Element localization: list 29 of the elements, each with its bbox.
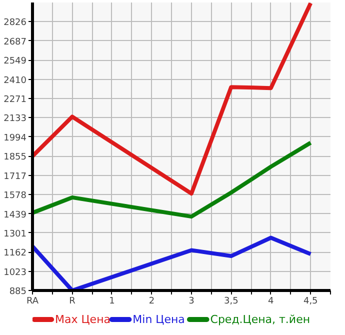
legend-label: Max Цена bbox=[55, 313, 111, 326]
y-tick-label: 2826 bbox=[4, 18, 27, 28]
legend-label: Min Цена bbox=[132, 313, 185, 326]
line-series bbox=[32, 2, 313, 196]
x-tick-label: 4 bbox=[268, 296, 274, 306]
x-tick-label: 4,5 bbox=[303, 296, 318, 306]
y-tick-label: 1578 bbox=[4, 191, 27, 202]
y-tick-label: 2687 bbox=[4, 37, 26, 48]
y-tick-label: 2549 bbox=[4, 56, 27, 67]
y-tick-label: 1162 bbox=[4, 248, 26, 259]
y-tick-label: 1717 bbox=[4, 172, 26, 182]
y-tick-label: 1023 bbox=[4, 268, 26, 278]
x-tick-label: RA bbox=[26, 296, 40, 306]
x-tick-label: R bbox=[69, 296, 76, 306]
y-tick-label: 2410 bbox=[4, 76, 27, 86]
line-series bbox=[32, 236, 313, 290]
y-tick-label: 1301 bbox=[4, 229, 26, 240]
x-tick-label: 3,5 bbox=[224, 296, 238, 306]
legend-label: Сред.Цена, т.йен bbox=[210, 313, 310, 326]
y-tick-label: 1855 bbox=[4, 152, 26, 163]
y-tick-label: 885 bbox=[9, 287, 27, 297]
y-tick-label: 1439 bbox=[4, 210, 27, 220]
y-tick-label: 1994 bbox=[4, 133, 27, 144]
x-tick-label: 2 bbox=[148, 296, 155, 306]
x-tick-label: 3 bbox=[188, 296, 194, 306]
x-tick-label: 1 bbox=[109, 296, 115, 306]
y-tick-label: 2133 bbox=[4, 114, 26, 124]
line-series bbox=[32, 140, 313, 219]
y-tick-label: 2271 bbox=[4, 95, 26, 106]
